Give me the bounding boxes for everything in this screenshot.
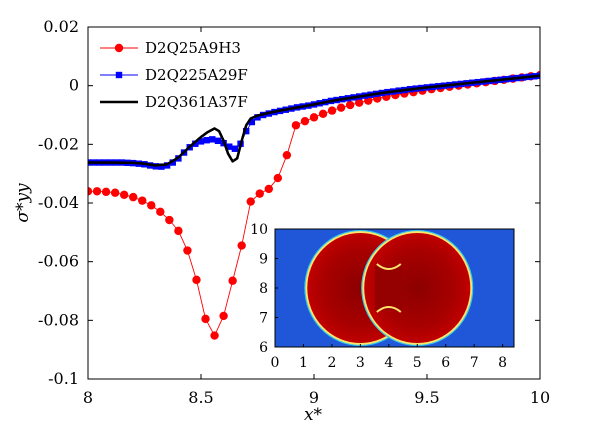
y-tick-label: -0.06 [38, 252, 79, 271]
data-point-blue [169, 159, 176, 166]
data-point-red [255, 189, 264, 198]
series-group [88, 70, 540, 340]
data-point-red [327, 106, 337, 115]
series-line-black-top [88, 74, 540, 167]
inset-x-tick-label: 1 [299, 355, 308, 371]
x-tick-label: 8.5 [188, 388, 213, 407]
data-point-blue [254, 114, 261, 121]
inset-x-tick-label: 2 [327, 355, 336, 371]
x-axis-label: x* [304, 405, 323, 425]
plot-frame [87, 26, 541, 380]
inset-x-tick-label: 4 [384, 355, 393, 371]
inset-x-tick-label: 3 [356, 355, 365, 371]
data-point-red [264, 184, 273, 194]
inset-content [304, 229, 474, 347]
data-point-red [88, 187, 93, 196]
x-tick-label: 10 [530, 388, 550, 407]
x-tick-label: 9 [309, 388, 319, 407]
data-point-blue [243, 127, 250, 135]
data-point-red [192, 275, 201, 285]
y-tick-label: 0 [69, 76, 79, 95]
data-point-blue [231, 145, 239, 152]
data-point-red [183, 246, 192, 255]
inset-y-tick-label: 6 [259, 340, 268, 356]
legend-label: D2Q25A9H3 [145, 39, 241, 57]
data-point-red [318, 109, 328, 119]
data-point-red [309, 113, 319, 122]
inset-y-tick-label: 8 [259, 281, 268, 297]
legend-marker-square [115, 71, 123, 79]
data-point-red [174, 226, 183, 236]
data-point-red [219, 311, 228, 321]
inset-x-tick-label: 8 [498, 355, 507, 371]
data-point-blue [214, 137, 222, 145]
data-point-red [210, 331, 219, 340]
data-point-red [138, 196, 147, 205]
data-point-red [156, 207, 165, 216]
data-point-red [355, 98, 364, 107]
inset-y-tick-label: 7 [259, 311, 268, 327]
legend-label: D2Q361A37F [145, 93, 248, 111]
data-point-blue [203, 137, 210, 144]
data-point-blue [197, 138, 205, 145]
data-point-red [129, 192, 138, 202]
inset-x-tick-label: 0 [271, 355, 280, 371]
y-tick-label: -0.04 [38, 193, 79, 212]
data-point-red [300, 116, 310, 126]
y-axis-label: σ*yy [13, 183, 33, 223]
legend-marker-circle [114, 43, 124, 53]
data-point-red [228, 276, 237, 285]
inset-y-tick-label: 9 [259, 252, 268, 268]
data-point-blue [192, 140, 199, 147]
legend-label: D2Q225A29F [145, 66, 248, 84]
data-point-blue [209, 136, 216, 143]
data-point-red [119, 190, 129, 199]
data-point-red [291, 121, 301, 130]
data-point-blue [158, 163, 165, 170]
data-point-blue [248, 118, 256, 126]
data-point-red [147, 201, 156, 210]
inset-neck-rim-bottom [376, 306, 402, 313]
inset-x-tick-label: 6 [441, 355, 450, 371]
data-point-red [110, 188, 120, 197]
inset-x-tick-label: 5 [413, 355, 422, 371]
inset-droplet-2 [364, 232, 471, 344]
data-point-red [237, 241, 246, 250]
data-point-red [201, 314, 210, 324]
inset-droplet-bridge [374, 266, 403, 310]
data-point-red [246, 197, 255, 206]
data-point-blue [226, 143, 233, 150]
y-tick-label: -0.02 [38, 134, 79, 153]
x-tick-label: 9.5 [414, 388, 439, 407]
x-tick-label: 8 [83, 388, 93, 407]
data-point-red [165, 215, 174, 225]
data-point-red [336, 103, 346, 112]
y-tick-label: -0.08 [38, 310, 79, 329]
inset-x-tick-label: 7 [470, 355, 479, 371]
data-point-red [273, 173, 283, 183]
data-point-red [345, 100, 355, 110]
y-tick-label: -0.1 [48, 369, 79, 388]
data-point-red [101, 187, 111, 197]
data-point-red [282, 150, 292, 160]
data-point-red [92, 187, 102, 196]
y-tick-label: 0.02 [43, 17, 79, 36]
inset-y-tick-label: 10 [250, 222, 268, 238]
inset-neck-rim-top [376, 263, 402, 270]
